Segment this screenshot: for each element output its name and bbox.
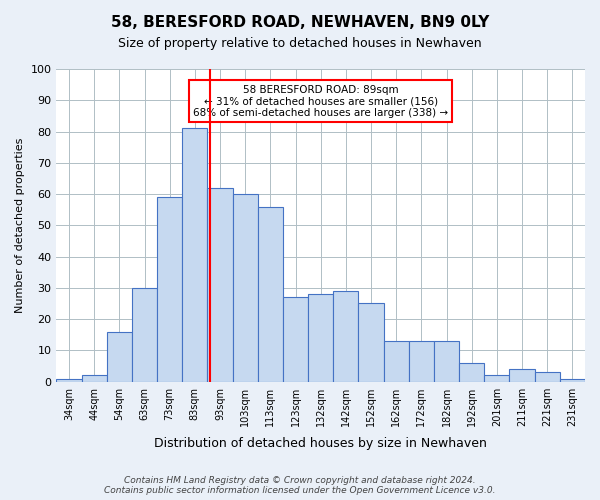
Bar <box>459 363 484 382</box>
Y-axis label: Number of detached properties: Number of detached properties <box>15 138 25 313</box>
Bar <box>535 372 560 382</box>
Bar <box>333 291 358 382</box>
Bar <box>157 197 182 382</box>
Bar <box>560 378 585 382</box>
Bar <box>56 378 82 382</box>
Bar <box>208 188 233 382</box>
Bar <box>82 376 107 382</box>
X-axis label: Distribution of detached houses by size in Newhaven: Distribution of detached houses by size … <box>154 437 487 450</box>
Bar <box>308 294 333 382</box>
Text: 58, BERESFORD ROAD, NEWHAVEN, BN9 0LY: 58, BERESFORD ROAD, NEWHAVEN, BN9 0LY <box>111 15 489 30</box>
Bar <box>233 194 258 382</box>
Bar <box>409 341 434 382</box>
Bar <box>383 341 409 382</box>
Text: 58 BERESFORD ROAD: 89sqm
← 31% of detached houses are smaller (156)
68% of semi-: 58 BERESFORD ROAD: 89sqm ← 31% of detach… <box>193 84 448 118</box>
Bar <box>484 376 509 382</box>
Bar <box>258 206 283 382</box>
Bar <box>509 369 535 382</box>
Bar <box>182 128 208 382</box>
Text: Contains HM Land Registry data © Crown copyright and database right 2024.
Contai: Contains HM Land Registry data © Crown c… <box>104 476 496 495</box>
Text: Size of property relative to detached houses in Newhaven: Size of property relative to detached ho… <box>118 38 482 51</box>
Bar <box>107 332 132 382</box>
Bar <box>132 288 157 382</box>
Bar <box>358 304 383 382</box>
Bar <box>434 341 459 382</box>
Bar <box>283 297 308 382</box>
